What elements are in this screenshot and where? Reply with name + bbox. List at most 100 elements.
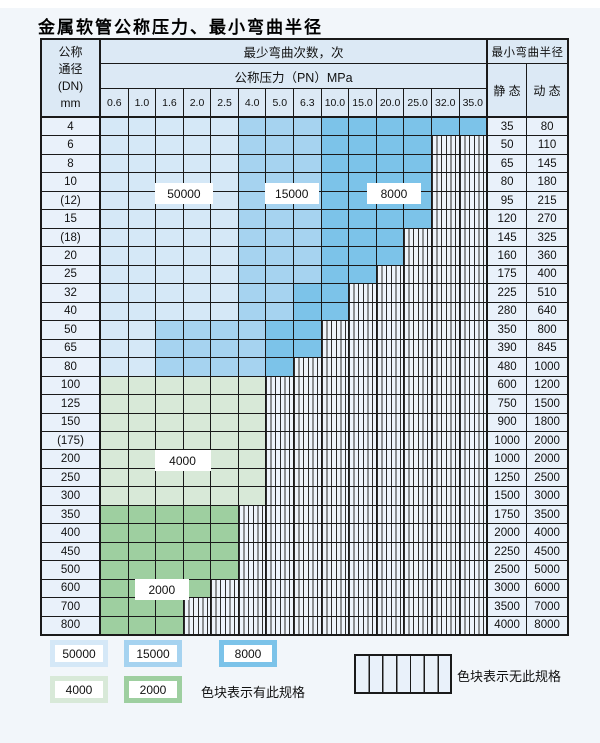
dynamic-radius-value: 215 (527, 191, 568, 210)
cycle-cell-no-spec (431, 358, 460, 376)
cycles-zone-label-2000: 2000 (134, 579, 189, 601)
cycle-cell-has-spec (294, 302, 322, 321)
cycle-cell-has-spec (321, 265, 350, 284)
cycle-cell-no-spec (459, 505, 489, 524)
cycle-cell-has-spec (101, 395, 129, 413)
cycle-cell-has-spec (294, 247, 322, 265)
cycle-cell-no-spec (238, 616, 267, 635)
cycle-cell-no-spec (431, 431, 460, 450)
cycle-cell-has-spec (101, 284, 129, 302)
cycle-cell-no-spec (349, 468, 377, 487)
dn-header-line: (DN) (57, 79, 84, 93)
static-radius-value: 50 (488, 136, 528, 154)
static-radius-value: 750 (488, 395, 528, 413)
dynamic-radius-value: 5000 (527, 561, 568, 579)
dn-label: (18) (42, 228, 101, 247)
cycle-cell-no-spec (459, 579, 489, 598)
cycle-cell-has-spec (183, 579, 212, 598)
cycle-cell-has-spec (266, 136, 295, 154)
cycle-cell-has-spec (128, 450, 157, 468)
legend-swatch-8000: 8000 (219, 640, 277, 667)
cycle-cell-no-spec (431, 339, 460, 358)
cycle-cell-no-spec (266, 431, 295, 450)
cycle-cell-no-spec (266, 505, 295, 524)
pressure-header-1.0: 1.0 (129, 89, 157, 116)
cycle-cell-has-spec (101, 598, 129, 616)
cycle-cell-has-spec (101, 191, 129, 210)
dynamic-radius-value: 800 (527, 321, 568, 339)
static-radius-value: 1000 (488, 450, 528, 468)
cycle-cell-has-spec (266, 228, 295, 247)
cycle-cell-no-spec (321, 339, 350, 358)
cycle-cell-has-spec (238, 376, 267, 395)
dn-label: 65 (42, 339, 101, 358)
cycle-cell-has-spec (101, 524, 129, 542)
cycle-cell-no-spec (238, 524, 267, 542)
static-radius-value: 80 (488, 173, 528, 191)
static-dynamic-header-row: 静 态 动 态 (488, 64, 567, 116)
dn-label: 50 (42, 321, 101, 339)
cycle-cell-has-spec (156, 524, 184, 542)
dynamic-radius-value: 2500 (527, 468, 568, 487)
cycle-cell-has-spec (294, 210, 322, 228)
cycle-cell-has-spec (183, 524, 212, 542)
cycle-cell-no-spec (431, 173, 460, 191)
dn-header-line: 公称 (58, 45, 83, 59)
pressure-header-20.0: 20.0 (377, 89, 405, 116)
cycle-cell-no-spec (404, 598, 432, 616)
cycle-cell-no-spec (376, 505, 405, 524)
dn-label: 15 (42, 210, 101, 228)
cycle-cell-no-spec (349, 413, 377, 431)
cycle-cell-has-spec (376, 210, 405, 228)
dynamic-radius-value: 2000 (527, 450, 568, 468)
cycle-cell-has-spec (266, 321, 295, 339)
cycle-cell-has-spec (294, 284, 322, 302)
cycle-cell-has-spec (238, 468, 267, 487)
static-radius-value: 65 (488, 154, 528, 173)
cycle-cell-has-spec (266, 247, 295, 265)
cycle-cell-no-spec (238, 561, 267, 579)
cycle-cell-has-spec (183, 210, 212, 228)
cycle-cell-no-spec (376, 358, 405, 376)
cycle-cell-no-spec (266, 413, 295, 431)
cycle-cell-no-spec (266, 561, 295, 579)
cycle-cell-no-spec (349, 358, 377, 376)
cycle-cell-no-spec (459, 376, 489, 395)
cycle-cell-has-spec (128, 302, 157, 321)
dynamic-radius-value: 145 (527, 154, 568, 173)
cycle-cell-no-spec (349, 598, 377, 616)
cycle-cell-no-spec (349, 395, 377, 413)
cycle-cell-no-spec (321, 505, 350, 524)
dn-label: 20 (42, 247, 101, 265)
static-radius-value: 4000 (488, 616, 528, 635)
cycle-cell-has-spec (183, 431, 212, 450)
cycle-cell-has-spec (211, 154, 239, 173)
static-radius-value: 3000 (488, 579, 528, 598)
dn-label: (12) (42, 191, 101, 210)
cycle-cell-no-spec (294, 376, 322, 395)
cycle-cell-no-spec (431, 376, 460, 395)
cycle-cell-no-spec (404, 228, 432, 247)
cycle-cell-has-spec (156, 358, 184, 376)
cycle-cell-no-spec (459, 413, 489, 431)
cycle-cell-no-spec (376, 542, 405, 561)
cycle-cell-has-spec (183, 247, 212, 265)
table-row-dn-10: 10 80 180 (42, 173, 568, 192)
cycle-cell-has-spec (349, 118, 377, 136)
cycle-cell-has-spec (128, 524, 157, 542)
cycle-cell-no-spec (321, 468, 350, 487)
dynamic-radius-value: 1200 (527, 376, 568, 395)
cycle-cell-no-spec (431, 487, 460, 505)
dn-label: 40 (42, 302, 101, 321)
legend-swatch-label: 8000 (224, 645, 272, 662)
cycle-cell-has-spec (238, 247, 267, 265)
cycle-cell-no-spec (266, 487, 295, 505)
cycle-cell-no-spec (266, 524, 295, 542)
cycle-cell-has-spec (238, 154, 267, 173)
cycle-cell-has-spec (238, 395, 267, 413)
cycle-cell-no-spec (404, 468, 432, 487)
cycle-cell-has-spec (101, 505, 129, 524)
table-row-dn-(18): (18) 145 325 (42, 228, 568, 248)
cycle-cell-no-spec (459, 395, 489, 413)
cycle-cell-no-spec (431, 191, 460, 210)
